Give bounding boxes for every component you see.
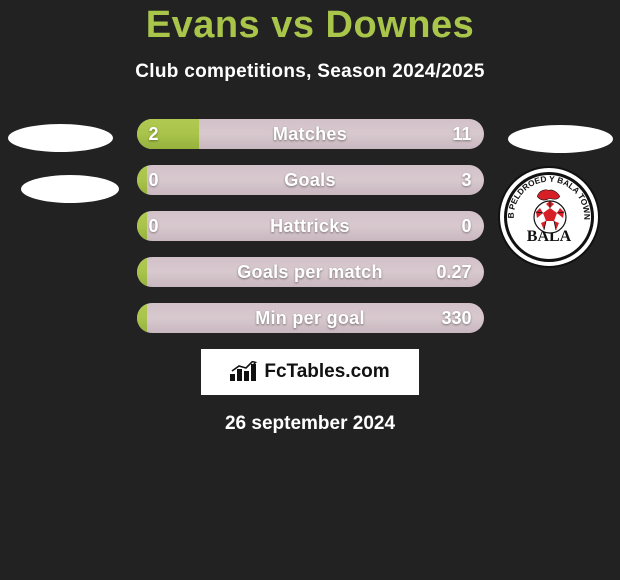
badge-center-text: BALA [500, 228, 598, 246]
bar-chart-icon [230, 361, 258, 383]
stat-row: 0Hattricks0 [137, 211, 484, 241]
avatar-right-top [508, 125, 613, 153]
stat-value-right: 0 [461, 211, 471, 241]
stat-label: Hattricks [137, 211, 484, 241]
badge-football-icon [533, 200, 567, 234]
brand-box[interactable]: FcTables.com [201, 349, 419, 395]
brand-text: FcTables.com [264, 361, 389, 383]
svg-text:CLWB PELDROED Y BALA TOWN F.C.: CLWB PELDROED Y BALA TOWN F.C. [500, 168, 592, 220]
stat-label: Min per goal [137, 303, 484, 333]
date-text: 26 september 2024 [0, 413, 620, 435]
stat-row: 0Goals3 [137, 165, 484, 195]
stat-label: Goals [137, 165, 484, 195]
avatar-left-top [8, 124, 113, 152]
stat-row: 2Matches11 [137, 119, 484, 149]
stat-value-right: 0.27 [436, 257, 471, 287]
stat-label: Goals per match [137, 257, 484, 287]
page-subtitle: Club competitions, Season 2024/2025 [0, 61, 620, 83]
stat-value-right: 11 [452, 119, 471, 149]
stat-row: Goals per match0.27 [137, 257, 484, 287]
stat-row: Min per goal330 [137, 303, 484, 333]
stat-label: Matches [137, 119, 484, 149]
badge-ring-text: CLWB PELDROED Y BALA TOWN F.C. [500, 168, 598, 266]
club-badge: CLWB PELDROED Y BALA TOWN F.C. BALA [498, 166, 600, 268]
page-title: Evans vs Downes [0, 4, 620, 47]
stat-value-right: 3 [461, 165, 471, 195]
stat-rows: 2Matches110Goals30Hattricks0Goals per ma… [137, 119, 484, 333]
avatar-left-bottom [21, 175, 119, 203]
stat-value-right: 330 [441, 303, 471, 333]
